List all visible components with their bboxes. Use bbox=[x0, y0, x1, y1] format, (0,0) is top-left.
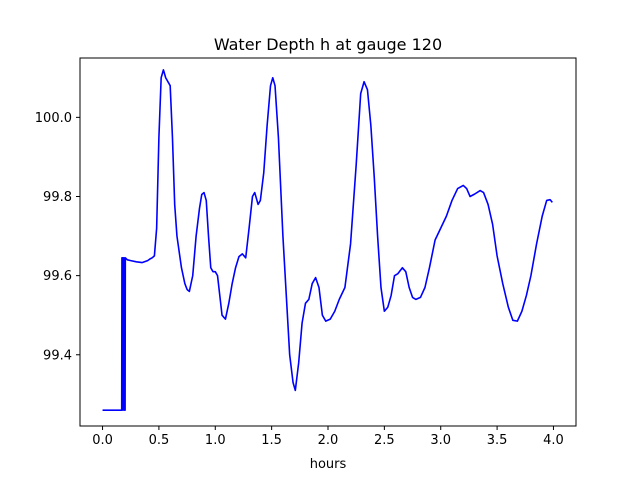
y-tick-label: 99.6 bbox=[43, 269, 72, 284]
data-line-series-1 bbox=[102, 69, 553, 411]
x-tick-label: 0.5 bbox=[149, 433, 170, 448]
x-tick-label: 4.0 bbox=[543, 433, 564, 448]
axes: 0.0 0.5 1.0 1.5 2.0 2.5 3.0 3.5 4.0 99.4 99.6 99.8 1… bbox=[35, 57, 577, 448]
x-tick-label: 3.0 bbox=[430, 433, 451, 448]
x-tick-label: 1.5 bbox=[261, 433, 282, 448]
x-tick-label: 0.0 bbox=[92, 433, 113, 448]
y-tick-label: 99.8 bbox=[43, 190, 72, 205]
x-tick-label: 3.5 bbox=[487, 433, 508, 448]
x-tick-label: 2.5 bbox=[374, 433, 395, 448]
x-axis-label: hours bbox=[310, 457, 347, 472]
x-tick-label: 1.0 bbox=[205, 433, 226, 448]
plot-area bbox=[102, 69, 553, 411]
chart-title: Water Depth h at gauge 120 bbox=[214, 35, 442, 54]
x-tick-label: 2.0 bbox=[318, 433, 339, 448]
y-tick-label: 100.0 bbox=[35, 111, 72, 126]
y-tick-label: 99.4 bbox=[43, 348, 72, 363]
